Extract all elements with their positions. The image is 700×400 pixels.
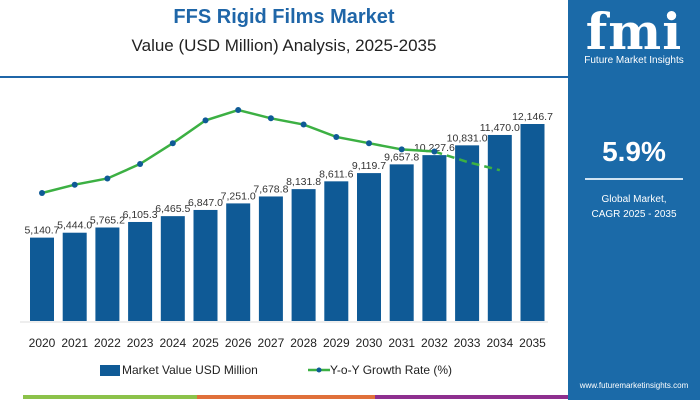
bar-2025 bbox=[193, 209, 218, 321]
legend-bar-swatch bbox=[100, 364, 120, 376]
growth-point-2031 bbox=[398, 146, 405, 153]
growth-point-2022 bbox=[104, 175, 111, 182]
bar-label-2024: 6,465.5 bbox=[155, 203, 190, 215]
fmi-logo: fmi bbox=[585, 2, 683, 61]
growth-point-2021 bbox=[71, 181, 78, 188]
x-tick-2021: 2021 bbox=[61, 336, 88, 350]
growth-point-2028 bbox=[300, 121, 307, 128]
cagr-label-2: CAGR 2025 - 2035 bbox=[591, 209, 677, 220]
chart-title: FFS Rigid Films Market bbox=[173, 6, 395, 28]
bar-2029 bbox=[324, 181, 349, 321]
bar-2026 bbox=[226, 203, 251, 321]
bar-2030 bbox=[357, 173, 381, 321]
x-tick-2032: 2032 bbox=[421, 336, 448, 350]
x-tick-2035: 2035 bbox=[519, 336, 546, 350]
x-tick-2029: 2029 bbox=[323, 336, 350, 350]
divider bbox=[0, 76, 568, 78]
bar-label-2035: 12,146.7 bbox=[512, 111, 553, 123]
bar-label-2020: 5,140.7 bbox=[24, 225, 59, 237]
x-tick-2030: 2030 bbox=[356, 336, 383, 350]
bar-2034 bbox=[487, 134, 512, 321]
bar-2022 bbox=[95, 227, 120, 321]
stripe-green bbox=[23, 395, 197, 399]
x-tick-2026: 2026 bbox=[225, 336, 252, 350]
growth-point-2027 bbox=[267, 115, 274, 122]
legend-line-label: Y-o-Y Growth Rate (%) bbox=[330, 363, 453, 377]
bar-label-2021: 5,444.0 bbox=[57, 220, 92, 232]
bar-label-2025: 6,847.0 bbox=[188, 197, 223, 209]
chart-subtitle: Value (USD Million) Analysis, 2025-2035 bbox=[131, 36, 437, 55]
growth-point-2029 bbox=[333, 133, 340, 140]
bar-2035 bbox=[520, 124, 545, 321]
bar-2020 bbox=[30, 237, 54, 321]
x-tick-2028: 2028 bbox=[290, 336, 317, 350]
growth-point-2030 bbox=[366, 140, 372, 147]
legend-line: Y-o-Y Growth Rate (%) bbox=[308, 363, 452, 377]
x-tick-2027: 2027 bbox=[258, 336, 285, 350]
growth-point-2020 bbox=[39, 190, 45, 196]
bar-2033 bbox=[455, 145, 480, 321]
x-tick-2033: 2033 bbox=[454, 336, 481, 350]
growth-point-2023 bbox=[137, 160, 144, 167]
bar-label-2028: 8,131.8 bbox=[286, 176, 321, 188]
bar-2021 bbox=[62, 232, 87, 321]
x-tick-2022: 2022 bbox=[94, 336, 121, 350]
bar-label-2030: 9,119.7 bbox=[352, 160, 386, 172]
bar-label-2026: 7,251.0 bbox=[221, 190, 256, 202]
brand-name: Future Market Insights bbox=[584, 55, 684, 66]
stripe-purple bbox=[375, 395, 568, 399]
growth-point-2032 bbox=[431, 148, 438, 155]
x-tick-2023: 2023 bbox=[127, 336, 154, 350]
x-tick-2020: 2020 bbox=[29, 336, 56, 350]
bar-label-2029: 8,611.6 bbox=[319, 168, 353, 180]
legend-bar-label: Market Value USD Million bbox=[122, 363, 258, 377]
x-tick-2031: 2031 bbox=[388, 336, 415, 350]
bar-label-2031: 9,657.8 bbox=[384, 151, 419, 163]
side-panel: fmi Future Market Insights 5.9% Global M… bbox=[568, 0, 700, 400]
bar-2027 bbox=[258, 196, 283, 321]
x-tick-2025: 2025 bbox=[192, 336, 219, 350]
bar-2023 bbox=[128, 221, 153, 321]
bar-label-2033: 10,831.0 bbox=[447, 132, 488, 144]
bar-label-2034: 11,470.0 bbox=[480, 122, 520, 134]
bar-label-2027: 7,678.8 bbox=[253, 183, 288, 195]
bar-2024 bbox=[160, 216, 185, 321]
bar-2032 bbox=[422, 155, 447, 321]
chart-plot: 5,140.7 2020 5,444.0 2021 5,765.2 2022 6,105.3… bbox=[20, 107, 553, 350]
bar-label-2023: 6,105.3 bbox=[123, 209, 158, 221]
growth-line-forecast bbox=[434, 150, 501, 172]
cagr-value: 5.9% bbox=[602, 136, 666, 167]
bar-2028 bbox=[291, 189, 316, 321]
legend-bar: Market Value USD Million bbox=[100, 363, 258, 377]
stripe-orange bbox=[197, 395, 375, 399]
bar-2031 bbox=[389, 164, 414, 321]
website-url: www.futuremarketinsights.com bbox=[579, 381, 689, 390]
x-tick-2024: 2024 bbox=[159, 336, 186, 350]
bar-label-2022: 5,765.2 bbox=[90, 214, 125, 226]
growth-point-2025 bbox=[202, 117, 209, 124]
growth-point-2024 bbox=[169, 140, 176, 147]
growth-point-2026 bbox=[235, 107, 242, 113]
x-tick-2034: 2034 bbox=[486, 336, 513, 350]
legend-line-swatch bbox=[308, 367, 330, 373]
divider bbox=[585, 178, 683, 180]
cagr-label-1: Global Market, bbox=[601, 194, 667, 205]
